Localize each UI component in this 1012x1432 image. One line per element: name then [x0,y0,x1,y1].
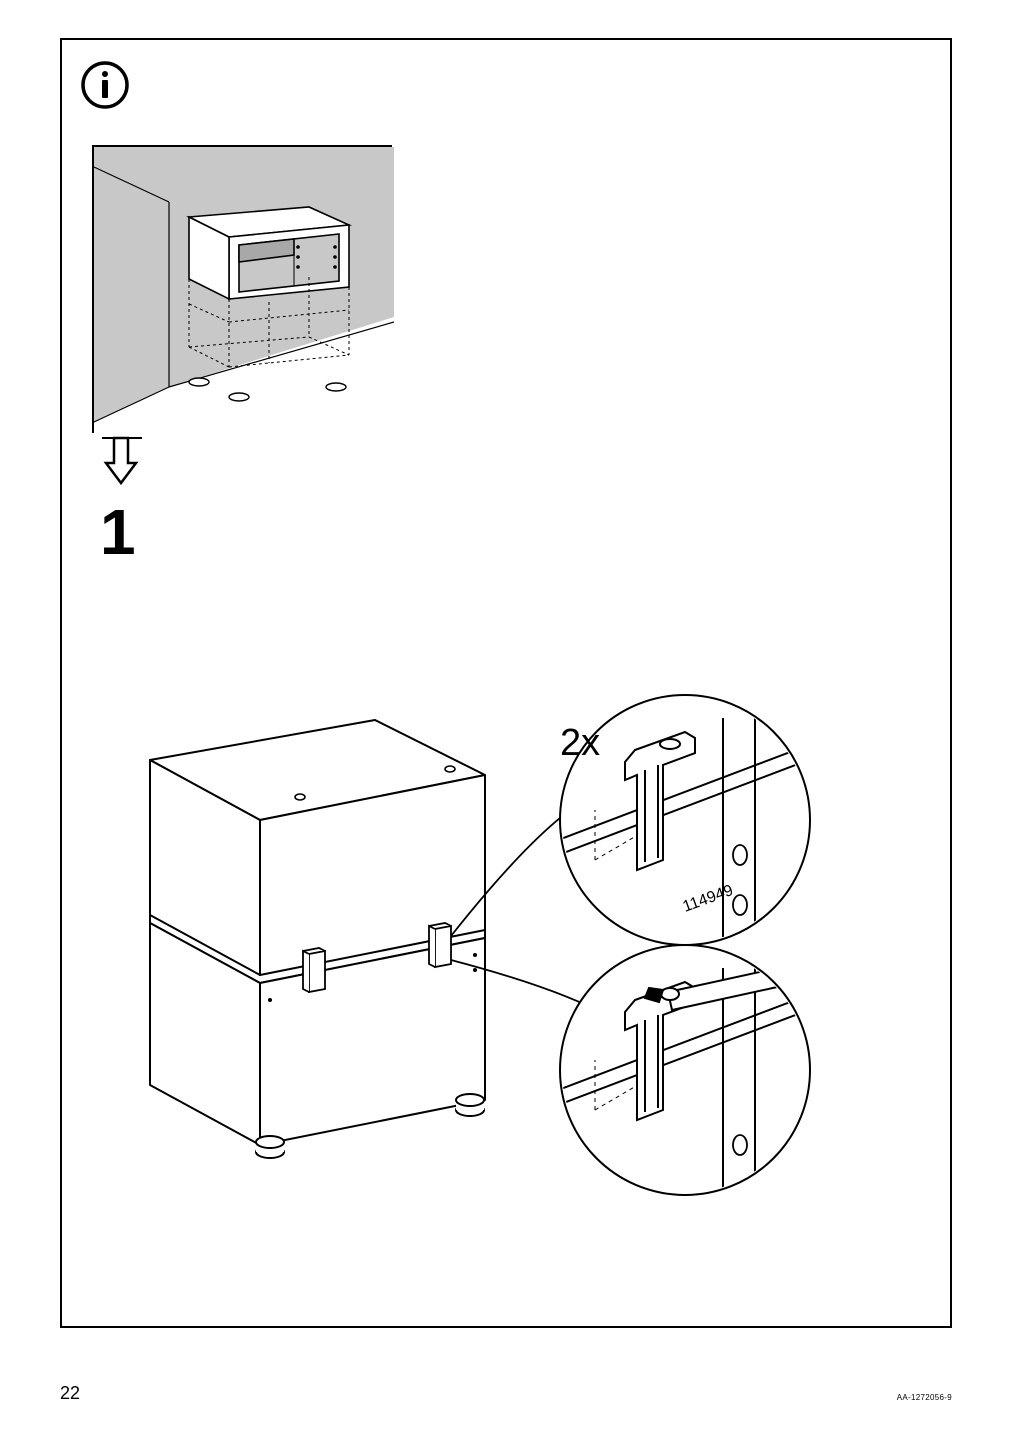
step-number: 1 [100,495,136,569]
illustration-context [92,145,392,433]
page-number: 22 [60,1383,80,1404]
info-icon [80,60,130,110]
illustration-assembly: 114949 2x [115,680,885,1220]
document-code: AA-1272056-9 [897,1393,952,1402]
arrow-down-icon [102,435,142,487]
quantity-label: 2x [560,722,600,764]
